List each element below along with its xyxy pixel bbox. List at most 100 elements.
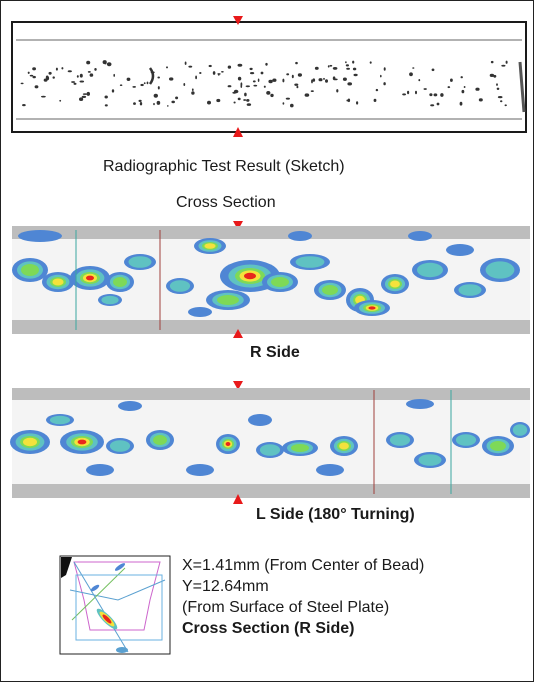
indication-blob [86, 464, 114, 476]
r-side-scan [12, 226, 530, 334]
sketch-defect-dot [447, 86, 451, 89]
indication-blob [23, 437, 37, 447]
sketch-defect-dot [79, 80, 85, 83]
sketch-defect-marks [20, 60, 526, 113]
l-side-bottom-marker-icon [233, 494, 243, 504]
sketch-defect-dot [52, 76, 55, 79]
sketch-defect-dot [383, 67, 386, 71]
indication-blob [153, 435, 167, 445]
sketch-defect-dot [208, 64, 212, 68]
l-side-indications [10, 399, 530, 476]
indication-blob [101, 295, 119, 305]
sketch-defect-dot [373, 98, 377, 102]
sketch-defect-dot [329, 64, 333, 67]
sketch-defect-dot [346, 99, 349, 102]
sketch-defect-dot [76, 75, 79, 78]
sketch-defect-dot [352, 67, 357, 71]
sketch-defect-dot [407, 90, 410, 95]
indication-blob [458, 284, 482, 296]
sketch-defect-dot [418, 79, 421, 82]
sketch-defect-dot [461, 89, 465, 94]
inset-frame [59, 555, 171, 655]
indication-blob [446, 244, 474, 256]
r-side-scan-bottom-band [12, 320, 530, 334]
sketch-defect-dot [156, 100, 161, 105]
indication-blob [118, 401, 142, 411]
sketch-defect-dot [71, 81, 76, 83]
sketch-defect-dot [146, 81, 149, 85]
sketch-defect-dot [440, 93, 444, 97]
sketch-defect-dot [353, 73, 358, 77]
r-side-caption: R Side [250, 344, 300, 361]
inset-beam-path [69, 579, 166, 601]
indication-blob [109, 440, 131, 452]
sketch-defect-dot [139, 102, 143, 106]
sketch-defect-dot [20, 82, 24, 85]
sketch-defect-dot [32, 75, 36, 79]
sketch-defect-dot [450, 78, 453, 82]
l-side-caption: L Side (180° Turning) [256, 506, 415, 523]
sketch-defect-dot [157, 86, 160, 90]
sketch-defect-dot [237, 97, 241, 101]
sketch-defect-dot [423, 88, 427, 90]
sketch-defect-dot [430, 104, 435, 107]
sketch-defect-dot [106, 62, 112, 67]
sketch-defect-dot [253, 84, 258, 87]
sketch-defect-dot [183, 83, 186, 86]
sketch-defect-dot [104, 95, 108, 99]
sketch-defect-dot [232, 91, 237, 94]
sketch-defect-dot [431, 68, 435, 72]
sketch-defect-dot [212, 71, 216, 75]
sketch-defect-dot [412, 67, 415, 69]
sketch-defect-dot [260, 71, 264, 75]
indication-blob [418, 454, 442, 466]
indication-blob [188, 307, 212, 317]
sketch-defect-dot [245, 85, 250, 88]
sketch-defect-dot [59, 99, 62, 102]
sketch-defect-dot [304, 93, 310, 97]
sketch-defect-dot [263, 85, 266, 88]
sketch-defect-dot [244, 92, 247, 97]
r-side-bottom-marker-icon [233, 329, 243, 338]
sketch-defect-dot [311, 79, 313, 84]
sketch-defect-dot [246, 103, 252, 106]
indication-blob [485, 261, 515, 279]
sketch-defect-dot [249, 67, 253, 71]
sketch-defect-dot [327, 65, 330, 68]
sketch-defect-dot [323, 77, 325, 80]
sketch-defect-dot [369, 61, 372, 64]
sketch-defect-dot [102, 60, 107, 65]
sketch-defect-dot [237, 76, 242, 81]
sketch-defect-dot [459, 101, 463, 106]
sketch-defect-dot [345, 61, 347, 64]
sketch-defect-dot [199, 72, 202, 74]
r-side-top-marker-icon [233, 221, 243, 230]
sketch-defect-dot [295, 61, 298, 65]
sketch-defect-dot [500, 100, 503, 103]
inset-corner-mark [61, 557, 72, 578]
sketch-defect-dot [79, 73, 83, 78]
sketch-defect-dot [312, 78, 316, 82]
indication-blob [244, 272, 256, 280]
sketch-defect-dot [34, 85, 39, 89]
sketch-defect-dot [270, 93, 274, 98]
sketch-defect-dot [352, 60, 355, 64]
sketch-defect-dot [86, 91, 91, 96]
inset-beam-line-green [71, 567, 126, 621]
sketch-defect-dot [45, 75, 49, 80]
inset-y-value: Y=12.64mm [182, 578, 269, 595]
sketch-defect-dot [291, 74, 294, 79]
sketch-defect-dot [138, 99, 142, 102]
sketch-defect-dot [282, 78, 285, 83]
sketch-defect-dot [81, 95, 87, 98]
sketch-defect-dot [409, 72, 413, 77]
indication-blob [490, 441, 506, 451]
sketch-defect-dot [216, 98, 221, 103]
sketch-defect-dot [89, 73, 94, 77]
sketch-defect-dot [48, 71, 52, 75]
sketch-defect-dot [167, 105, 169, 107]
sketch-defect-dot [119, 84, 123, 86]
sketch-defect-dot [55, 67, 58, 71]
r-side-indications [12, 230, 520, 317]
sketch-defect-dot [250, 72, 255, 75]
